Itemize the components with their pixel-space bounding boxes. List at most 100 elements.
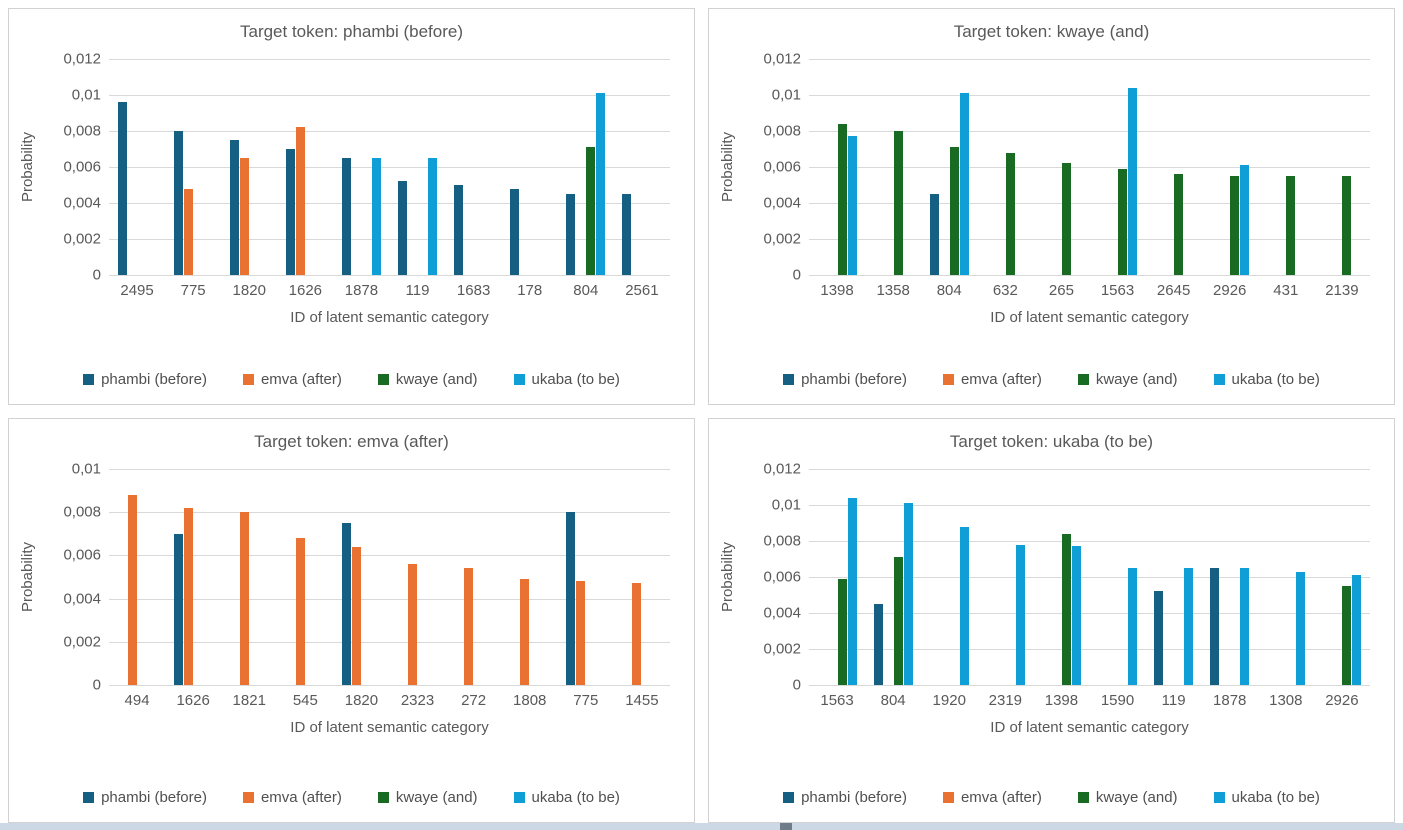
y-tick-label: 0,004 xyxy=(763,194,801,212)
bar-group-1920 xyxy=(921,469,977,685)
legend-label: emva (after) xyxy=(260,789,342,806)
y-tick-label: 0,008 xyxy=(63,503,101,521)
bar-group-431 xyxy=(1258,59,1314,275)
bar-emva-1455 xyxy=(632,583,642,685)
x-tick-label-2323: 2323 xyxy=(400,692,435,709)
plot-area: Probability 0,012 0,01 0,008 0,006 0,004 0,002… xyxy=(9,51,694,284)
bar-ukaba-804 xyxy=(596,93,606,275)
legend-marker-icon xyxy=(513,374,525,385)
legend-marker-icon xyxy=(1077,792,1089,803)
chart-panel-phambi[interactable]: Target token: phambi (before) Probabilit… xyxy=(8,8,695,405)
x-axis-ticks: 1398 1358 804 632 265 1563 2645 2926 431 2139 xyxy=(809,282,1370,299)
y-tick-label: 0,008 xyxy=(763,122,801,140)
gridline xyxy=(809,59,1370,60)
chart-legend: phambi (before) emva (after) kwaye (and) uk… xyxy=(9,789,694,822)
bar-ukaba-1398 xyxy=(847,136,857,275)
gridline xyxy=(809,202,1370,204)
y-tick-label: 0,006 xyxy=(763,158,801,176)
legend-marker-icon xyxy=(783,374,795,385)
gridline xyxy=(109,469,670,470)
gridline xyxy=(809,469,1370,470)
x-tick-label-775: 775 xyxy=(180,282,206,299)
bar-kwaye-1563 xyxy=(837,578,847,685)
legend-label: emva (after) xyxy=(960,371,1042,388)
bar-group-272 xyxy=(446,469,502,685)
legend-item-phambi: phambi (before) xyxy=(783,789,907,806)
bars-layer xyxy=(109,59,670,275)
bar-emva-1626 xyxy=(183,507,193,685)
bar-ukaba-1563 xyxy=(1128,87,1138,275)
x-tick-label-119: 119 xyxy=(405,282,430,299)
gridline xyxy=(109,555,670,557)
chart-title: Target token: phambi (before) xyxy=(239,22,463,41)
legend-item-emva: emva (after) xyxy=(942,789,1042,806)
bar-phambi-1626 xyxy=(285,149,295,275)
legend-label: kwaye (and) xyxy=(395,789,478,806)
gridline xyxy=(109,641,670,643)
legend-marker-icon xyxy=(377,374,389,385)
bar-kwaye-2926 xyxy=(1342,586,1352,685)
gridline xyxy=(809,94,1370,96)
y-tick-label: 0,006 xyxy=(763,568,801,586)
bar-phambi-2561 xyxy=(622,194,632,275)
bar-phambi-2495 xyxy=(117,102,127,275)
y-tick-label: 0,012 xyxy=(63,50,101,68)
y-tick-label: 0,01 xyxy=(71,86,101,104)
x-tick-label-775: 775 xyxy=(573,692,599,709)
bar-group-2323 xyxy=(389,469,445,685)
gridline xyxy=(809,239,1370,240)
x-tick-label-1398: 1398 xyxy=(1044,692,1079,709)
x-tick-label-1308: 1308 xyxy=(1269,692,1303,709)
bar-group-1821 xyxy=(221,469,277,685)
bar-kwaye-1398 xyxy=(1061,533,1071,685)
bar-emva-775 xyxy=(576,581,586,685)
chart-legend: phambi (before) emva (after) kwaye (and) uk… xyxy=(709,789,1394,822)
bar-group-1820 xyxy=(221,59,277,275)
x-tick-label-1820: 1820 xyxy=(232,282,266,299)
x-axis-ticks: 1563 804 1920 2319 1398 1590 119 1878 1308 2926 xyxy=(809,692,1370,709)
plot-grid xyxy=(809,59,1370,276)
bar-group-2926 xyxy=(1314,469,1370,685)
gridline xyxy=(809,577,1370,578)
x-axis-title: ID of latent semantic category xyxy=(290,309,489,326)
x-axis-ticks: 494 1626 1821 545 1820 2323 272 1808 775 1455 xyxy=(109,692,670,709)
bar-group-2645 xyxy=(1146,59,1202,275)
chart-legend: phambi (before) emva (after) kwaye (and) uk… xyxy=(709,371,1394,404)
bar-kwaye-2645 xyxy=(1174,174,1184,275)
bar-emva-775 xyxy=(183,188,193,275)
y-tick-label: 0,012 xyxy=(763,460,801,478)
bar-emva-1820 xyxy=(351,546,361,685)
bar-ukaba-1878 xyxy=(1240,568,1250,685)
x-tick-label-2319: 2319 xyxy=(988,692,1023,709)
chart-panel-emva[interactable]: Target token: emva (after) Probability 0,… xyxy=(8,418,695,823)
x-tick-label-431: 431 xyxy=(1273,282,1299,299)
y-tick-label: 0,006 xyxy=(63,158,101,176)
bar-group-1878 xyxy=(333,59,389,275)
x-tick-label-1398: 1398 xyxy=(820,282,854,299)
y-axis-tick-labels: 0,01 0,008 0,006 0,004 0,002 0 xyxy=(45,461,109,694)
gridline xyxy=(809,540,1370,542)
x-tick-label-1808: 1808 xyxy=(513,692,547,709)
gridline xyxy=(109,94,670,96)
y-axis-title: Probability xyxy=(18,541,36,613)
legend-item-ukaba: ukaba (to be) xyxy=(1213,371,1320,388)
x-tick-label-1683: 1683 xyxy=(456,282,491,299)
legend-item-emva: emva (after) xyxy=(242,371,342,388)
plot-area: Probability 0,012 0,01 0,008 0,006 0,004 0,002… xyxy=(709,461,1394,694)
bar-emva-545 xyxy=(295,538,305,685)
plot-grid xyxy=(109,469,670,686)
bar-group-775 xyxy=(165,59,221,275)
legend-label: phambi (before) xyxy=(801,789,907,806)
gridline xyxy=(809,167,1370,168)
bar-phambi-804 xyxy=(929,194,939,275)
bar-group-1563 xyxy=(1089,59,1145,275)
chart-legend: phambi (before) emva (after) kwaye (and) uk… xyxy=(9,371,694,404)
chart-panel-kwaye[interactable]: Target token: kwaye (and) Probability 0,0… xyxy=(708,8,1395,405)
bar-emva-2323 xyxy=(408,564,418,685)
bar-kwaye-632 xyxy=(1005,152,1015,275)
x-tick-label-804: 804 xyxy=(936,282,962,299)
legend-item-kwaye: kwaye (and) xyxy=(377,371,478,388)
x-tick-label-272: 272 xyxy=(461,692,487,709)
bar-group-1878 xyxy=(1202,469,1258,685)
chart-panel-ukaba[interactable]: Target token: ukaba (to be) Probability 0… xyxy=(708,418,1395,823)
